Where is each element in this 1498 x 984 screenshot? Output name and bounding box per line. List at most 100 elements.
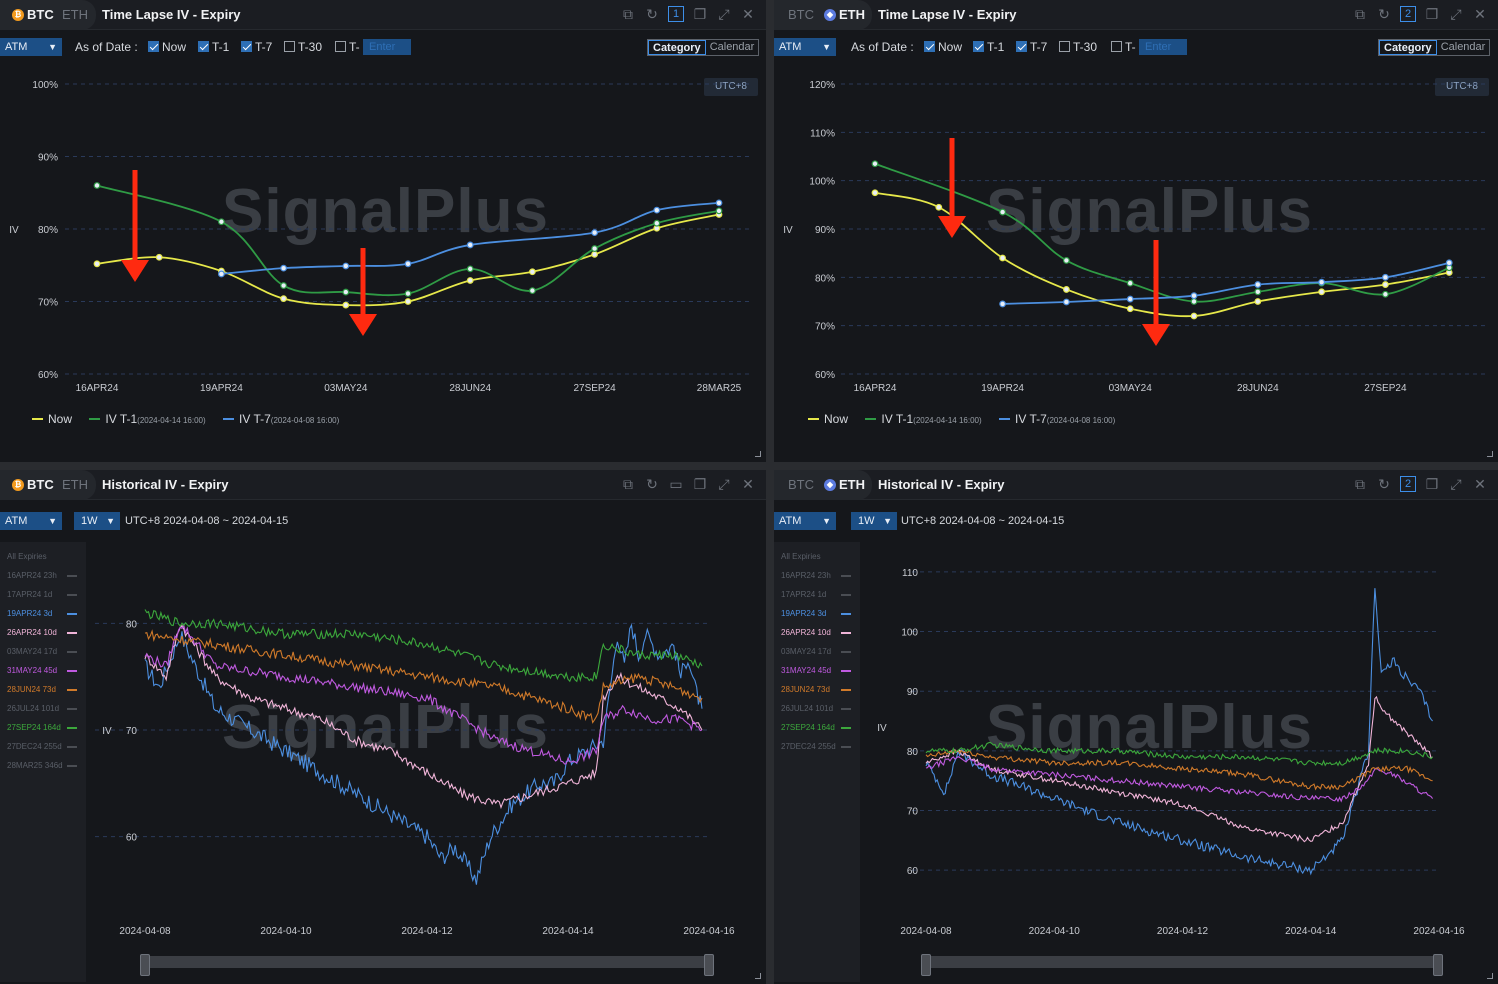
- expiry-legend-item[interactable]: 19APR24 3d: [7, 609, 53, 618]
- expiry-legend-item[interactable]: 31MAY24 45d: [781, 666, 832, 675]
- custom-t-checkbox[interactable]: T-: [335, 40, 360, 54]
- folder-icon[interactable]: ▭: [669, 476, 683, 492]
- expiry-legend-item[interactable]: 03MAY24 17d: [781, 647, 832, 656]
- coin-eth-tab[interactable]: ETH: [839, 7, 865, 22]
- atm-select[interactable]: ATM ▼: [774, 38, 836, 56]
- t30-checkbox[interactable]: T-30: [1059, 40, 1097, 54]
- legend-item-t7[interactable]: IV T-7(2024-04-08 16:00): [999, 412, 1115, 426]
- close-icon[interactable]: ✕: [742, 476, 754, 492]
- refresh-icon[interactable]: ↻: [1378, 476, 1390, 492]
- expiry-legend-item[interactable]: 28JUN24 73d: [7, 685, 56, 694]
- t7-checkbox[interactable]: T-7: [241, 40, 272, 54]
- legend-item-now[interactable]: Now: [808, 412, 848, 426]
- expiry-legend-item[interactable]: 16APR24 23h: [781, 571, 831, 580]
- duplicate-icon[interactable]: ❐: [693, 6, 707, 22]
- open-external-icon[interactable]: ⧉: [1355, 6, 1365, 22]
- time-range-slider[interactable]: [144, 956, 714, 968]
- link-group-icon[interactable]: 2: [1400, 476, 1416, 492]
- custom-days-input[interactable]: Enter: [1139, 39, 1187, 55]
- duplicate-icon[interactable]: ❐: [1425, 6, 1439, 22]
- slider-end-handle[interactable]: [704, 954, 714, 976]
- resize-handle-icon[interactable]: [755, 973, 761, 979]
- expiry-legend-item[interactable]: 27DEC24 255d: [7, 742, 62, 751]
- all-expiries-toggle[interactable]: All Expiries: [781, 552, 821, 561]
- expiry-legend-item[interactable]: 17APR24 1d: [781, 590, 827, 599]
- coin-btc-tab[interactable]: BTC: [27, 477, 54, 492]
- expiry-legend-item[interactable]: 26JUL24 101d: [781, 704, 834, 713]
- slider-end-handle[interactable]: [1433, 954, 1443, 976]
- calendar-mode-button[interactable]: Calendar: [709, 41, 755, 53]
- calendar-mode-button[interactable]: Calendar: [1440, 41, 1486, 53]
- link-group-icon[interactable]: 1: [668, 6, 684, 22]
- legend-item-t1[interactable]: IV T-1(2024-04-14 16:00): [865, 412, 982, 426]
- close-icon[interactable]: ✕: [1474, 6, 1486, 22]
- open-external-icon[interactable]: ⧉: [1355, 476, 1365, 492]
- legend-item-t7[interactable]: IV T-7(2024-04-08 16:00): [223, 412, 339, 426]
- series-line: [144, 609, 703, 683]
- now-checkbox[interactable]: Now: [924, 40, 962, 54]
- expiry-legend-item[interactable]: 27DEC24 255d: [781, 742, 836, 751]
- coin-btc-tab[interactable]: BTC: [27, 7, 54, 22]
- expiry-legend-item[interactable]: 28MAR25 346d: [7, 761, 63, 770]
- refresh-icon[interactable]: ↻: [646, 6, 658, 22]
- slider-start-handle[interactable]: [140, 954, 150, 976]
- resize-handle-icon[interactable]: [755, 451, 761, 457]
- link-group-icon[interactable]: 2: [1400, 6, 1416, 22]
- expiry-legend-item[interactable]: 17APR24 1d: [7, 590, 53, 599]
- coin-btc-tab[interactable]: BTC: [788, 7, 814, 22]
- coin-eth-tab[interactable]: ETH: [62, 477, 88, 492]
- duplicate-icon[interactable]: ❐: [1425, 476, 1439, 492]
- t1-checkbox[interactable]: T-1: [973, 40, 1004, 54]
- expiry-legend-item[interactable]: 03MAY24 17d: [7, 647, 58, 656]
- y-tick-label: 100%: [32, 80, 58, 91]
- t1-checkbox[interactable]: T-1: [198, 40, 229, 54]
- date-range-label[interactable]: UTC+8 2024-04-08 ~ 2024-04-15: [901, 515, 1065, 527]
- expand-icon[interactable]: ⤢: [1450, 6, 1462, 22]
- refresh-icon[interactable]: ↻: [1378, 6, 1390, 22]
- close-icon[interactable]: ✕: [742, 6, 754, 22]
- coin-btc-tab[interactable]: BTC: [788, 477, 814, 492]
- expiry-legend-item[interactable]: 26JUL24 101d: [7, 704, 60, 713]
- close-icon[interactable]: ✕: [1474, 476, 1486, 492]
- expiry-legend-item[interactable]: 16APR24 23h: [7, 571, 57, 580]
- category-mode-button[interactable]: Category: [648, 40, 706, 55]
- expand-icon[interactable]: ⤢: [718, 6, 730, 22]
- category-mode-button[interactable]: Category: [1379, 40, 1437, 55]
- all-expiries-toggle[interactable]: All Expiries: [7, 552, 47, 561]
- legend-item-now[interactable]: Now: [32, 412, 72, 426]
- window-select[interactable]: 1W ▼: [74, 512, 120, 530]
- time-range-slider[interactable]: [926, 956, 1438, 968]
- data-point: [871, 189, 879, 197]
- expiry-legend-item[interactable]: 31MAY24 45d: [7, 666, 58, 675]
- expiry-legend-item[interactable]: 27SEP24 164d: [7, 723, 61, 732]
- t7-checkbox[interactable]: T-7: [1016, 40, 1047, 54]
- chart-legend: Now IV T-1(2024-04-14 16:00) IV T-7(2024…: [32, 412, 339, 428]
- duplicate-icon[interactable]: ❐: [693, 476, 707, 492]
- atm-select[interactable]: ATM ▼: [774, 512, 836, 530]
- atm-select[interactable]: ATM ▼: [0, 512, 62, 530]
- chart-legend: Now IV T-1(2024-04-14 16:00) IV T-7(2024…: [808, 412, 1115, 428]
- resize-handle-icon[interactable]: [1487, 451, 1493, 457]
- open-external-icon[interactable]: ⧉: [623, 476, 633, 492]
- custom-days-input[interactable]: Enter: [363, 39, 411, 55]
- now-checkbox[interactable]: Now: [148, 40, 186, 54]
- date-range-label[interactable]: UTC+8 2024-04-08 ~ 2024-04-15: [125, 515, 289, 527]
- expiry-legend-item[interactable]: 26APR24 10d: [7, 628, 57, 637]
- coin-eth-tab[interactable]: ETH: [839, 477, 865, 492]
- expiry-legend-item[interactable]: 27SEP24 164d: [781, 723, 835, 732]
- open-external-icon[interactable]: ⧉: [623, 6, 633, 22]
- window-select[interactable]: 1W ▼: [851, 512, 897, 530]
- expiry-legend-item[interactable]: 19APR24 3d: [781, 609, 827, 618]
- refresh-icon[interactable]: ↻: [646, 476, 658, 492]
- custom-t-checkbox[interactable]: T-: [1111, 40, 1136, 54]
- coin-eth-tab[interactable]: ETH: [62, 7, 88, 22]
- resize-handle-icon[interactable]: [1487, 973, 1493, 979]
- atm-select[interactable]: ATM ▼: [0, 38, 62, 56]
- legend-item-t1[interactable]: IV T-1(2024-04-14 16:00): [89, 412, 206, 426]
- expiry-legend-item[interactable]: 28JUN24 73d: [781, 685, 830, 694]
- expand-icon[interactable]: ⤢: [718, 476, 730, 492]
- expand-icon[interactable]: ⤢: [1450, 476, 1462, 492]
- slider-start-handle[interactable]: [921, 954, 931, 976]
- expiry-legend-item[interactable]: 26APR24 10d: [781, 628, 831, 637]
- t30-checkbox[interactable]: T-30: [284, 40, 322, 54]
